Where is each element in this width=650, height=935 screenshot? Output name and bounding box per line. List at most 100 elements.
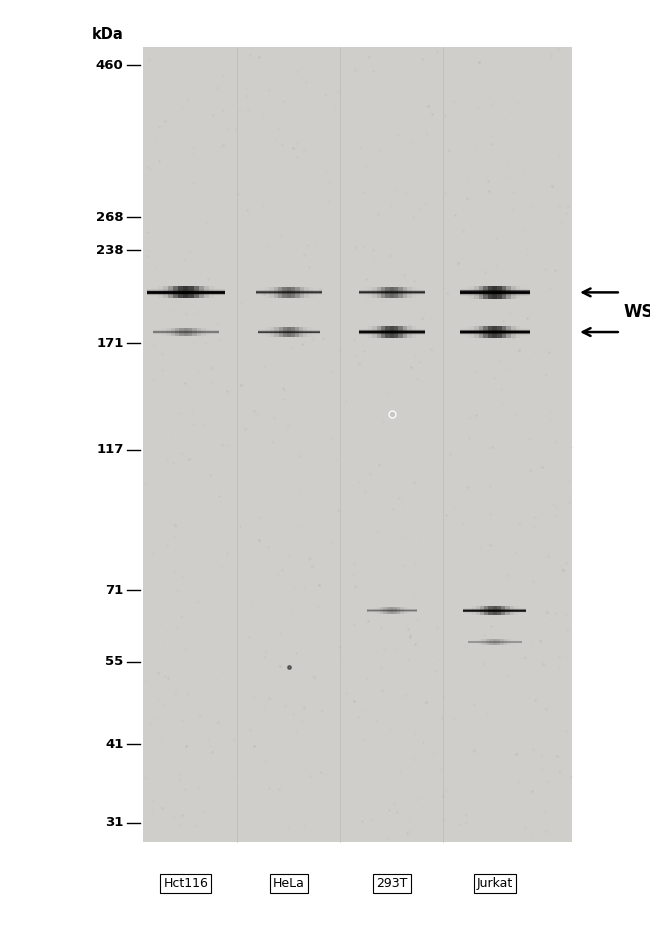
Bar xyxy=(148,297,224,298)
Bar xyxy=(372,326,381,338)
Bar xyxy=(258,329,320,330)
Bar xyxy=(460,337,530,338)
Bar xyxy=(278,287,287,297)
Text: 31: 31 xyxy=(105,816,124,829)
Bar xyxy=(476,606,484,615)
Bar xyxy=(143,47,572,842)
Bar xyxy=(148,290,224,291)
Bar xyxy=(261,287,269,297)
Bar xyxy=(148,288,224,289)
Bar xyxy=(384,607,390,614)
Bar xyxy=(258,331,320,332)
Bar xyxy=(474,326,483,338)
Bar xyxy=(282,287,291,297)
Bar xyxy=(299,327,307,337)
Bar xyxy=(279,327,287,337)
Bar xyxy=(274,327,283,337)
Bar xyxy=(484,606,493,615)
Bar xyxy=(460,286,530,288)
Bar xyxy=(170,328,179,337)
Bar xyxy=(493,606,501,615)
Bar xyxy=(506,326,515,338)
Bar xyxy=(460,326,530,327)
Bar xyxy=(373,607,380,614)
Bar xyxy=(460,286,530,287)
Bar xyxy=(520,326,530,338)
Bar xyxy=(463,610,526,611)
Bar xyxy=(194,286,204,298)
Text: 238: 238 xyxy=(96,244,124,257)
Bar xyxy=(463,611,526,612)
Bar xyxy=(188,328,197,337)
Bar xyxy=(148,291,224,293)
Bar xyxy=(256,292,322,293)
Bar xyxy=(192,328,202,337)
Bar xyxy=(291,287,300,297)
Bar xyxy=(188,286,199,298)
Bar xyxy=(372,287,381,297)
Bar xyxy=(359,287,424,288)
Bar xyxy=(256,287,322,288)
Bar xyxy=(256,288,322,289)
Bar xyxy=(359,333,424,334)
Bar xyxy=(359,327,424,329)
Bar xyxy=(377,607,384,614)
Bar xyxy=(416,287,424,297)
Bar xyxy=(463,606,526,607)
Bar xyxy=(258,337,320,338)
Bar xyxy=(460,333,530,335)
Bar xyxy=(463,615,526,616)
Bar xyxy=(459,606,467,615)
Bar xyxy=(460,329,530,330)
Bar xyxy=(493,639,500,645)
Bar xyxy=(463,608,526,609)
Bar xyxy=(411,326,421,338)
Bar xyxy=(407,326,416,338)
Bar xyxy=(483,286,493,299)
Bar xyxy=(370,607,377,614)
Bar xyxy=(148,289,224,290)
Bar xyxy=(460,326,469,338)
Bar xyxy=(359,292,424,293)
Text: Hct116: Hct116 xyxy=(163,877,209,890)
Bar xyxy=(359,337,424,338)
Bar xyxy=(162,328,170,337)
Bar xyxy=(256,294,322,295)
Bar xyxy=(460,291,530,292)
Bar xyxy=(502,326,511,338)
Bar xyxy=(464,639,471,645)
Bar xyxy=(256,291,322,292)
Bar xyxy=(497,326,506,338)
Bar xyxy=(398,287,407,297)
Bar xyxy=(359,328,424,329)
Bar xyxy=(148,296,224,298)
Bar xyxy=(359,297,424,298)
Bar xyxy=(471,639,478,645)
Bar xyxy=(478,286,488,299)
Bar xyxy=(359,330,424,332)
Bar xyxy=(269,287,278,297)
Bar xyxy=(380,607,387,614)
Bar xyxy=(460,287,530,289)
Bar xyxy=(149,328,157,337)
Bar xyxy=(465,286,474,299)
Bar xyxy=(214,286,224,298)
Bar xyxy=(202,328,210,337)
Bar xyxy=(460,336,530,337)
Bar xyxy=(385,287,394,297)
Bar xyxy=(256,287,265,297)
Bar xyxy=(173,286,183,298)
Bar xyxy=(460,293,530,294)
Bar xyxy=(403,326,411,338)
Bar xyxy=(518,606,527,615)
Bar xyxy=(359,326,368,338)
Bar xyxy=(387,607,393,614)
Bar xyxy=(460,298,530,299)
Bar xyxy=(359,331,424,332)
Text: 460: 460 xyxy=(96,59,124,72)
Bar xyxy=(483,326,493,338)
Bar xyxy=(489,639,497,645)
Bar xyxy=(463,606,471,615)
Bar xyxy=(359,332,424,333)
Bar xyxy=(148,293,224,294)
